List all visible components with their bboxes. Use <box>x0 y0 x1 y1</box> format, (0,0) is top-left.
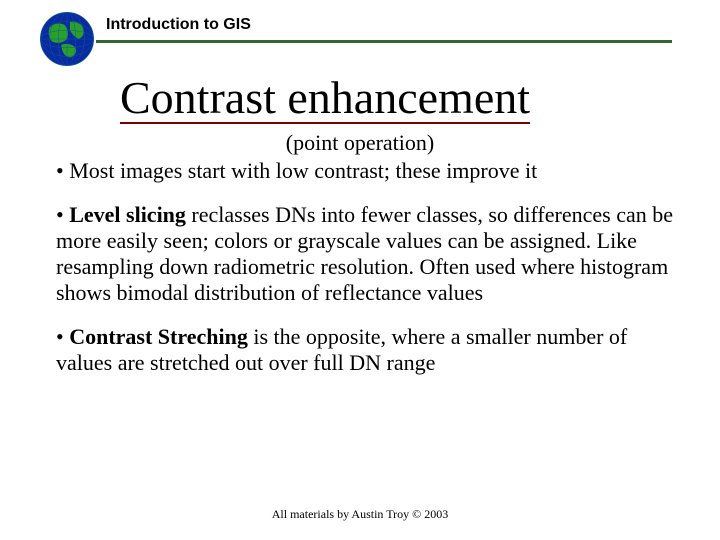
slide-title: Contrast enhancement <box>120 74 530 124</box>
globe-icon <box>38 10 96 68</box>
slide-body: • Most images start with low contrast; t… <box>0 158 720 376</box>
course-label: Introduction to GIS <box>106 16 251 34</box>
bullet-3-term: Contrast Streching <box>69 324 248 349</box>
slide-subtitle: (point operation) <box>0 130 720 156</box>
header-divider <box>96 40 672 43</box>
bullet-2-term: Level slicing <box>69 202 186 227</box>
slide-footer: All materials by Austin Troy © 2003 <box>0 507 720 522</box>
bullet-1: • Most images start with low contrast; t… <box>56 158 676 184</box>
bullet-3: • Contrast Streching is the opposite, wh… <box>56 324 676 376</box>
bullet-2: • Level slicing reclasses DNs into fewer… <box>56 202 676 306</box>
slide-header: Introduction to GIS <box>0 0 720 68</box>
title-wrap: Contrast enhancement <box>0 68 720 124</box>
